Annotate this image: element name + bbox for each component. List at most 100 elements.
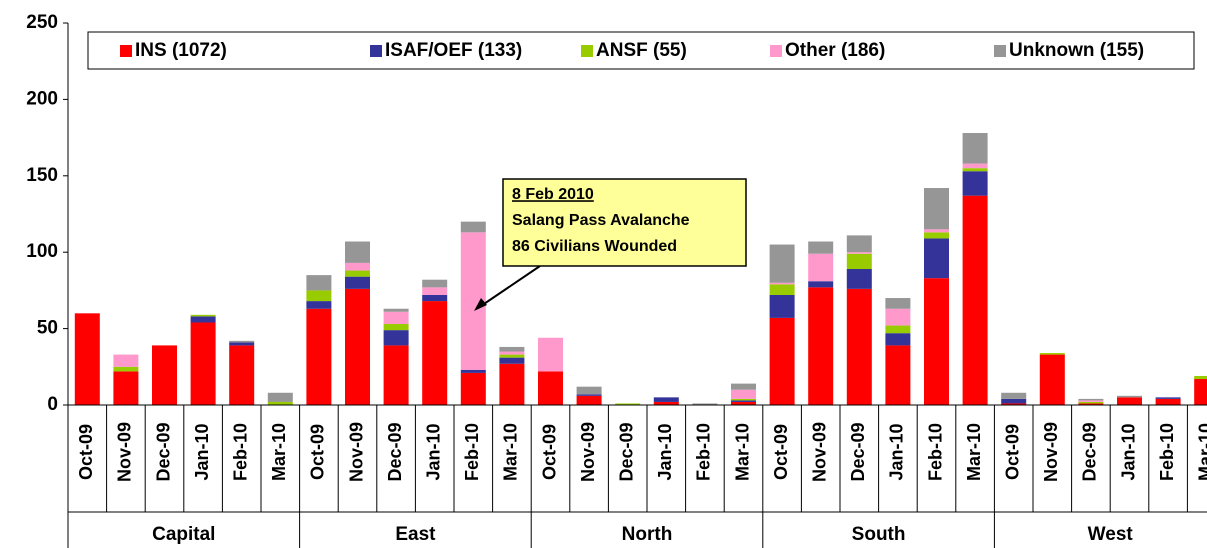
bar-segment	[1194, 379, 1207, 405]
x-tick-label: Mar-10	[269, 423, 289, 481]
bar-segment	[499, 346, 525, 352]
bar-segment	[576, 386, 602, 395]
bar-segment	[422, 294, 448, 302]
bar-segment	[885, 298, 911, 309]
bar-segment	[499, 357, 525, 364]
bar-segment	[538, 371, 563, 405]
bar-segment	[345, 262, 370, 271]
x-tick-label: Feb-10	[694, 423, 714, 481]
y-tick-label: 250	[26, 12, 58, 33]
bar-segment	[731, 400, 756, 402]
x-tick-label: Feb-10	[925, 423, 945, 481]
bar-segment	[306, 301, 332, 309]
x-tick-label: Dec-09	[153, 422, 173, 481]
x-tick-label: Jan-10	[655, 423, 675, 480]
legend-label: Other (186)	[785, 40, 885, 61]
bar-segment	[653, 401, 679, 405]
bar-segment	[924, 278, 949, 405]
bar-segment	[1039, 354, 1065, 405]
x-tick-label: Dec-09	[385, 422, 405, 481]
legend-label: INS (1072)	[135, 40, 227, 61]
bar-segment	[1194, 375, 1207, 380]
bar-segment	[113, 366, 139, 372]
bar-segment	[229, 345, 255, 405]
bar-segment	[731, 401, 756, 405]
bar-segment	[499, 354, 525, 358]
x-tick-label: Oct-09	[308, 424, 328, 480]
legend-swatch	[120, 45, 132, 57]
bar-segment	[769, 284, 795, 295]
bar-segment	[1078, 400, 1104, 402]
bar-segment	[1155, 397, 1181, 399]
bar-segment	[808, 241, 834, 254]
x-tick-label: Feb-10	[462, 423, 482, 481]
annotation-arrowhead	[474, 298, 487, 311]
x-tick-label: Dec-09	[1080, 422, 1100, 481]
bar-segment	[808, 253, 834, 282]
bar-segment	[383, 345, 409, 405]
bar-segment	[885, 308, 911, 326]
x-tick-label: Jan-10	[192, 423, 212, 480]
bar-segment	[962, 195, 988, 405]
bar-segment	[1039, 353, 1065, 355]
bar-segment	[306, 275, 332, 291]
bar-segment	[769, 282, 795, 285]
x-tick-label: Jan-10	[887, 423, 907, 480]
bar-segment	[769, 244, 795, 283]
group-label: North	[622, 524, 673, 545]
bar-segment	[962, 168, 988, 172]
bar-segment	[1001, 398, 1027, 404]
bar-segment	[846, 252, 872, 254]
legend-box	[87, 31, 1195, 70]
bar-segment	[962, 163, 988, 169]
bar-segment	[846, 288, 872, 405]
bar-segment	[576, 395, 602, 405]
bar-segment	[460, 372, 486, 405]
x-tick-label: Oct-09	[76, 424, 96, 480]
bar-segment	[808, 281, 834, 288]
bar-segment	[924, 232, 949, 239]
x-tick-label: Feb-10	[230, 423, 250, 481]
bar-segment	[962, 133, 988, 164]
annotation-line: Salang Pass Avalanche	[512, 212, 690, 229]
bar-segment	[383, 311, 409, 325]
x-tick-label: Feb-10	[1157, 423, 1177, 481]
y-tick-label: 0	[47, 394, 58, 415]
bar-segment	[846, 253, 872, 270]
bar-segment	[345, 241, 370, 263]
bar-segment	[383, 324, 409, 331]
bar-segment	[460, 221, 486, 233]
x-tick-label: Nov-09	[1041, 422, 1061, 482]
y-tick-label: 100	[26, 241, 58, 262]
annotation-arrow	[477, 265, 541, 309]
bar-segment	[576, 394, 602, 396]
bar-segment	[460, 369, 486, 373]
bar-segment	[190, 316, 216, 323]
legend-swatch	[370, 45, 382, 57]
legend-swatch	[770, 45, 782, 57]
x-tick-label: Oct-09	[771, 424, 791, 480]
bar-segment	[769, 294, 795, 318]
bar-segment	[1001, 403, 1027, 405]
bar-segment	[885, 333, 911, 346]
bar-segment	[846, 269, 872, 289]
bar-segment	[924, 188, 949, 230]
x-tick-label: Jan-10	[423, 423, 443, 480]
bar-segment	[267, 392, 293, 402]
x-tick-label: Mar-10	[1195, 423, 1207, 481]
bar-segment	[885, 345, 911, 405]
bar-segment	[306, 290, 332, 302]
bar-segment	[1078, 398, 1104, 401]
bar-segment	[924, 229, 949, 233]
bar-segment	[924, 238, 949, 279]
bar-segment	[538, 337, 563, 372]
bar-segment	[499, 363, 525, 405]
bar-segment	[152, 345, 177, 405]
bar-segment	[1078, 403, 1104, 405]
x-tick-label: Oct-09	[539, 424, 559, 480]
annotation: 8 Feb 2010 Salang Pass Avalanche 86 Civi…	[474, 178, 747, 311]
bar-segment	[74, 313, 100, 405]
bar-segment	[615, 403, 641, 405]
